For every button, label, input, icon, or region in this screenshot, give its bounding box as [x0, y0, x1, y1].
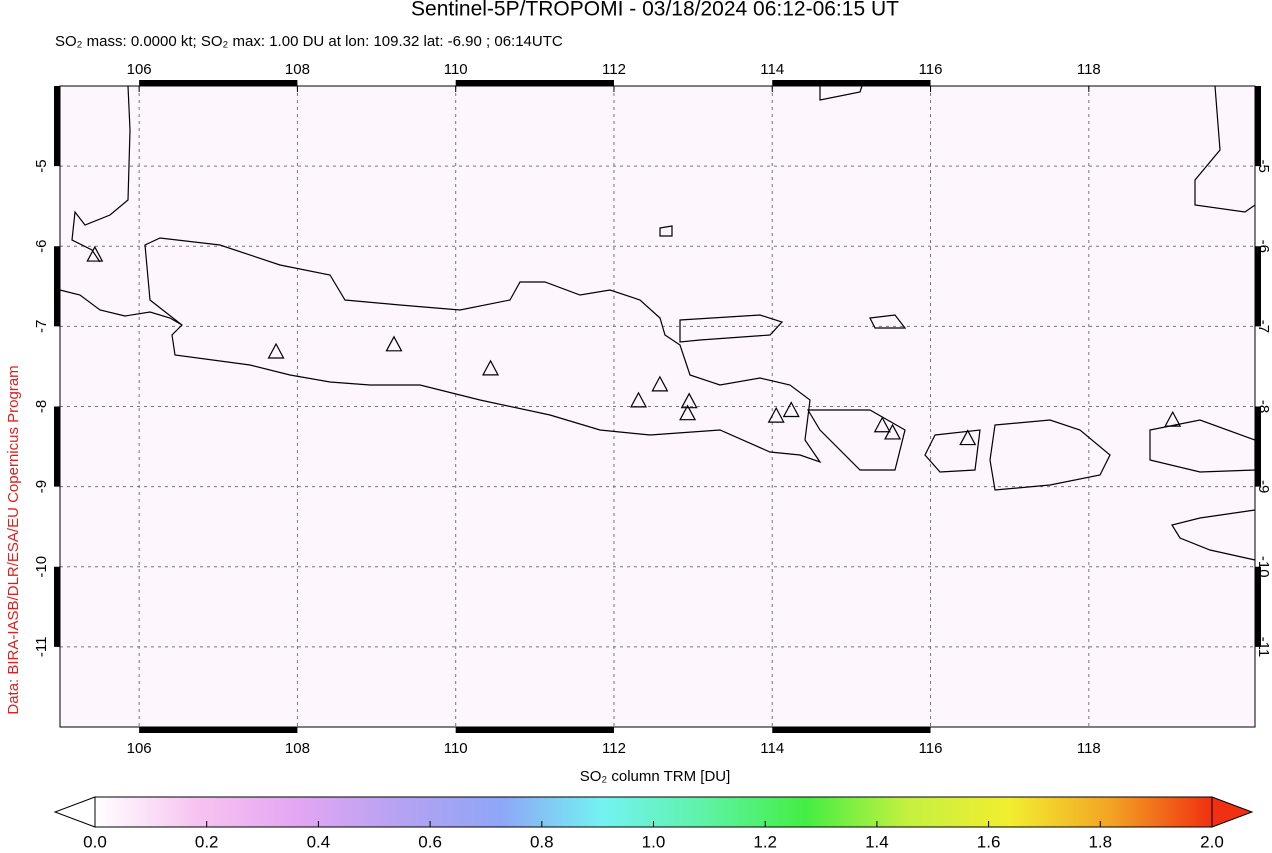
colorbar: 0.0 0.2 0.4 0.6 0.8 1.0 1.2 1.4 1.6 1.8 2.0	[53, 796, 1254, 851]
x-tick-label: 110	[444, 61, 468, 78]
y-tick-label: -7	[1255, 320, 1272, 333]
volcano-marker	[385, 335, 403, 352]
frame-band	[772, 80, 931, 86]
coastline	[1171, 509, 1256, 561]
colorbar-tick-label: 1.0	[642, 832, 666, 851]
y-tick-label: -11	[33, 637, 50, 658]
x-tick-label: 108	[285, 740, 310, 757]
colorbar-tick-label: 1.4	[865, 832, 889, 851]
y-tick-label: -9	[1255, 480, 1272, 493]
colorbar-tick-label: 0.4	[307, 832, 331, 851]
colorbar-label: SO₂ column TRM [DU]	[580, 768, 731, 785]
x-tick-label: 116	[919, 740, 943, 757]
volcano-marker	[651, 375, 669, 392]
volcano-marker	[482, 359, 500, 376]
y-tick-label: -9	[33, 480, 50, 493]
x-tick-label: 114	[760, 61, 784, 78]
frame-band	[139, 727, 298, 733]
x-tick-label: 118	[1077, 740, 1101, 757]
y-tick-label: -10	[1255, 556, 1272, 578]
frame-band	[772, 727, 931, 733]
coastline	[989, 419, 1111, 491]
x-tick-label: 106	[127, 740, 152, 757]
volcano-layer	[86, 245, 1182, 446]
frame-band	[54, 566, 60, 647]
coastline	[924, 429, 981, 473]
x-tick-label: 112	[602, 61, 626, 78]
y-tick-label: -8	[1255, 400, 1272, 413]
frame-band	[1255, 86, 1261, 167]
colorbar-tick-label: 0.0	[83, 832, 107, 851]
colorbar-tick-label: 1.6	[977, 832, 1001, 851]
frame-band	[139, 80, 298, 86]
y-tick-label: -5	[33, 159, 50, 172]
volcano-marker	[884, 423, 902, 440]
x-tick-label: 108	[285, 61, 310, 78]
grid	[60, 86, 1255, 727]
colorbar-tick-label: 0.6	[418, 832, 442, 851]
colorbar-tick-label: 0.2	[195, 832, 219, 851]
colorbar-tick-label: 1.2	[753, 832, 777, 851]
frame-band	[455, 80, 614, 86]
coastline	[819, 85, 863, 101]
frame-band	[1255, 406, 1261, 487]
volcano-marker	[679, 404, 697, 421]
volcano-marker	[873, 416, 891, 433]
colorbar-over	[1211, 796, 1254, 828]
credit: Data: BIRA-IASB/DLR/ESA/EU Copernicus Pr…	[5, 365, 22, 714]
colorbar-tick-label: 0.8	[530, 832, 554, 851]
frame-band	[1255, 246, 1261, 327]
x-tick-label: 106	[127, 61, 152, 78]
frame-band	[1255, 566, 1261, 647]
volcano-marker	[959, 429, 977, 446]
frame-band	[455, 727, 614, 733]
coastline	[679, 314, 784, 343]
frame	[54, 80, 1261, 733]
y-tick-label: -10	[33, 556, 50, 578]
coastline	[1194, 85, 1256, 213]
coastline	[59, 85, 183, 326]
y-tick-label: -7	[33, 320, 50, 333]
x-tick-label: 114	[760, 740, 784, 757]
volcano-marker	[630, 391, 648, 408]
subtitle: SO₂ mass: 0.0000 kt; SO₂ max: 1.00 DU at…	[55, 33, 563, 50]
volcano-marker	[267, 342, 285, 359]
frame-band	[54, 86, 60, 167]
y-tick-label: -6	[1255, 240, 1272, 253]
volcano-marker	[767, 406, 785, 423]
y-tick-label: -11	[1255, 637, 1272, 658]
y-tick-label: -5	[1255, 159, 1272, 172]
coastline	[659, 225, 907, 329]
y-tick-label: -6	[33, 240, 50, 253]
coastline	[144, 237, 822, 464]
x-tick-label: 116	[919, 61, 943, 78]
x-tick-label: 118	[1077, 61, 1101, 78]
x-tick-label: 112	[602, 740, 626, 757]
colorbar-tick-label: 1.8	[1088, 832, 1112, 851]
volcano-marker	[1164, 410, 1182, 427]
coastlines	[59, 85, 1256, 561]
coastline	[806, 409, 906, 471]
x-tick-label: 110	[444, 740, 468, 757]
title: Sentinel-5P/TROPOMI - 03/18/2024 06:12-0…	[411, 0, 899, 21]
colorbar-under	[53, 796, 96, 828]
frame-band	[54, 406, 60, 487]
volcano-marker	[86, 245, 104, 262]
colorbar-tick-label: 2.0	[1200, 832, 1224, 851]
frame-band	[54, 246, 60, 327]
y-tick-label: -8	[33, 400, 50, 413]
volcano-marker	[782, 401, 800, 418]
